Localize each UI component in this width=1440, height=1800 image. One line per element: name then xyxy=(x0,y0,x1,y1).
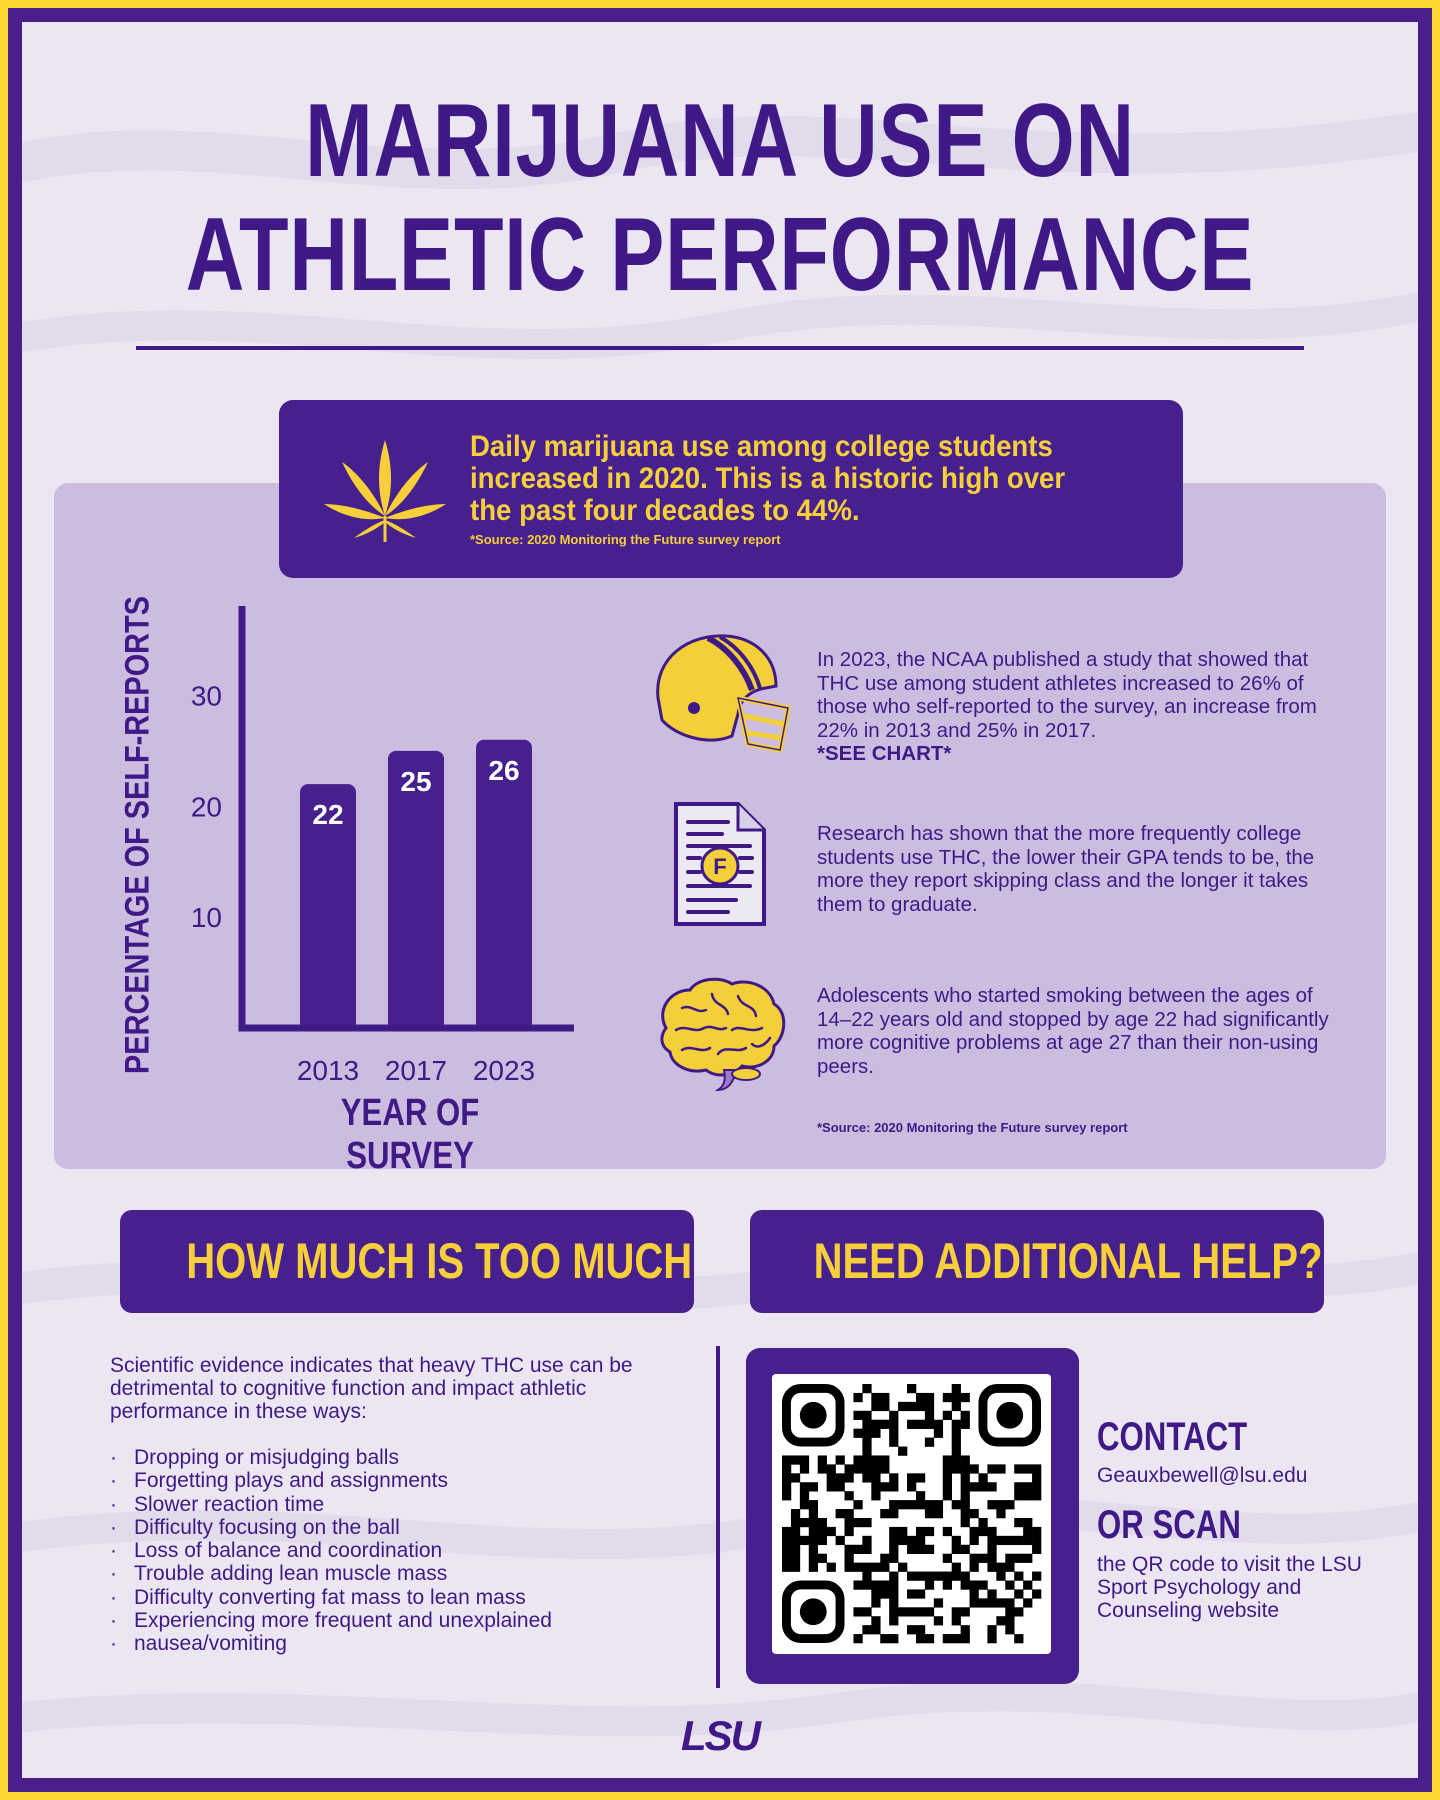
title-line-1: MARIJUANA USE ON xyxy=(305,83,1135,199)
qr-finder-pattern xyxy=(782,1384,845,1447)
fact-gpa: Research has shown that the more frequen… xyxy=(817,822,1315,916)
x-tick-label: 2013 xyxy=(297,1055,359,1086)
grade-letter: F xyxy=(713,854,726,879)
see-chart-note: *SEE CHART* xyxy=(817,742,952,765)
x-tick-label: 2017 xyxy=(385,1055,447,1086)
scan-description: the QR code to visit the LSU Sport Psych… xyxy=(1097,1553,1362,1622)
how-much-heading-box: HOW MUCH IS TOO MUCH? xyxy=(120,1210,694,1313)
effects-list: Dropping or misjudging ballsForgetting p… xyxy=(110,1446,552,1656)
effects-list-item: Difficulty converting fat mass to lean m… xyxy=(110,1586,552,1610)
football-helmet-icon xyxy=(656,634,791,753)
stat-banner xyxy=(279,400,1183,578)
title-line-2: ATHLETIC PERFORMANCE xyxy=(185,197,1255,313)
help-heading-box: NEED ADDITIONAL HELP? xyxy=(750,1210,1324,1313)
banner-statistic: Daily marijuana use among college studen… xyxy=(470,430,1066,527)
qr-code-icon[interactable] xyxy=(772,1374,1051,1654)
effects-list-item: Experiencing more frequent and unexplain… xyxy=(110,1609,552,1633)
lsu-logo: LSU xyxy=(681,1712,761,1759)
failing-grade-document-icon: F xyxy=(674,802,766,926)
fact-cognitive: Adolescents who started smoking between … xyxy=(817,984,1329,1078)
effects-list-item: Dropping or misjudging balls xyxy=(110,1446,552,1470)
scan-heading: OR SCAN xyxy=(1097,1503,1241,1547)
y-axis-label: PERCENTAGE OF SELF-REPORTS xyxy=(118,596,157,1074)
panel-source: *Source: 2020 Monitoring the Future surv… xyxy=(817,1120,1128,1135)
banner-source: *Source: 2020 Monitoring the Future surv… xyxy=(470,532,781,547)
how-much-intro: Scientific evidence indicates that heavy… xyxy=(110,1354,633,1423)
qr-finder-pattern xyxy=(782,1580,845,1643)
effects-list-item: Trouble adding lean muscle mass xyxy=(110,1562,552,1586)
help-heading: NEED ADDITIONAL HELP? xyxy=(813,1233,1323,1289)
how-much-heading: HOW MUCH IS TOO MUCH? xyxy=(186,1233,694,1289)
bar-value-label: 26 xyxy=(488,755,519,786)
cannabis-leaf-icon xyxy=(324,440,446,542)
bar-2017 xyxy=(388,750,444,1030)
contact-email[interactable]: Geauxbewell@lsu.edu xyxy=(1097,1464,1308,1487)
contact-heading: CONTACT xyxy=(1097,1415,1248,1459)
chart-axes xyxy=(238,606,574,1032)
x-tick-label: 2023 xyxy=(473,1055,535,1086)
bar-value-label: 25 xyxy=(400,766,431,797)
qr-code-panel[interactable] xyxy=(772,1374,1051,1654)
y-tick-label: 20 xyxy=(191,791,222,822)
title-divider xyxy=(136,346,1304,350)
section-divider xyxy=(716,1346,720,1688)
y-axis-label-wrap: PERCENTAGE OF SELF-REPORTS xyxy=(108,596,168,1074)
qr-finder-pattern xyxy=(978,1384,1041,1447)
effects-list-item: Slower reaction time xyxy=(110,1493,552,1517)
brain-icon xyxy=(660,977,786,1092)
fact-ncaa-text: In 2023, the NCAA published a study that… xyxy=(817,648,1317,742)
effects-list-item: Loss of balance and coordination xyxy=(110,1539,552,1563)
bar-2023 xyxy=(476,739,532,1030)
x-axis-label: YEAR OF SURVEY xyxy=(340,1092,480,1177)
effects-list-item: Forgetting plays and assignments xyxy=(110,1469,552,1493)
bar-2013 xyxy=(300,784,356,1030)
y-tick-label: 10 xyxy=(191,902,222,933)
effects-list-item: Difficulty focusing on the ball xyxy=(110,1516,552,1540)
bar-value-label: 22 xyxy=(312,799,343,830)
fact-ncaa-study: In 2023, the NCAA published a study that… xyxy=(817,648,1337,766)
effects-list-item: nausea/vomiting xyxy=(110,1632,552,1656)
y-tick-label: 30 xyxy=(191,680,222,711)
